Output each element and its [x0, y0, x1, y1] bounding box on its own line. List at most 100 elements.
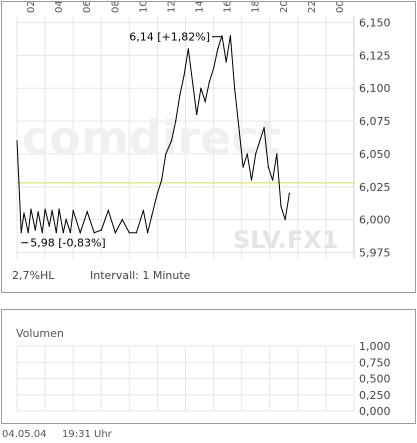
price-point — [41, 232, 43, 234]
x-tick-label: 06 — [82, 2, 93, 13]
volume-y-tick-label: 0,250 — [359, 389, 391, 402]
price-point — [51, 209, 53, 211]
price-point — [135, 232, 137, 234]
volume-grid — [16, 345, 355, 412]
watermark-text: comdirect — [22, 111, 281, 165]
price-point — [72, 209, 74, 211]
price-point — [161, 179, 163, 181]
symbol-watermark: SLV.FX1 — [233, 226, 338, 254]
price-point — [165, 153, 167, 155]
price-point — [65, 219, 67, 221]
price-point — [30, 208, 32, 210]
price-point — [250, 179, 253, 181]
price-point — [196, 113, 198, 116]
price-point — [229, 35, 231, 37]
x-tick-label: 16 — [223, 2, 234, 13]
price-chart-panel: comdirect SLV.FX1 6,14 [+1,82%] 5,98 [-0,8… — [1, 1, 416, 293]
price-point — [263, 127, 265, 129]
price-point — [44, 208, 46, 210]
volume-y-tick-label: 0,500 — [359, 373, 391, 386]
price-chart: comdirect SLV.FX1 6,14 [+1,82%] 5,98 [-0,8… — [16, 2, 391, 260]
price-point — [93, 232, 95, 234]
x-tick-label: 18 — [251, 2, 262, 13]
price-line-group — [16, 35, 290, 235]
price-point — [62, 232, 64, 234]
x-tick-label: 10 — [138, 2, 149, 13]
price-point — [58, 208, 60, 210]
price-point — [288, 192, 290, 194]
price-grid — [16, 16, 355, 259]
x-tick-label: 14 — [195, 2, 206, 13]
price-point — [20, 232, 22, 234]
price-point — [179, 94, 181, 96]
price-point — [37, 211, 39, 213]
x-tick-label: 20 — [279, 2, 290, 13]
price-point — [225, 61, 227, 63]
price-point — [55, 232, 57, 234]
price-point — [272, 179, 274, 181]
price-point — [200, 87, 202, 89]
x-tick-label: 12 — [166, 2, 177, 13]
watermark-group: comdirect SLV.FX1 — [22, 111, 338, 254]
y-tick-label: 6,125 — [359, 49, 391, 62]
price-point — [242, 166, 244, 168]
volume-chart: 1,000 0,750 0,500 0,250 0,000 Volumen — [16, 327, 391, 418]
price-point — [27, 232, 29, 234]
price-point — [280, 205, 282, 208]
price-point — [16, 140, 18, 142]
high-label: 6,14 [+1,82%] — [129, 31, 210, 44]
price-point — [142, 209, 144, 211]
price-point — [221, 35, 223, 37]
price-point — [156, 192, 158, 194]
price-point — [267, 166, 269, 168]
y-tick-label: 6,100 — [359, 82, 391, 95]
price-point — [238, 127, 240, 129]
price-point — [34, 229, 36, 231]
y-tick-labels: 6,150 6,125 6,100 6,075 6,050 6,025 6,000 5,975 — [359, 17, 391, 260]
range-label: 2,7%HL — [12, 269, 55, 282]
volume-y-tick-labels: 1,000 0,750 0,500 0,250 0,000 — [359, 340, 391, 418]
price-point — [284, 219, 286, 221]
x-tick-label: 08 — [110, 2, 121, 13]
y-tick-label: 5,975 — [359, 246, 391, 259]
x-tick-labels: 02 04 06 08 10 12 14 16 18 20 22 00 — [26, 2, 346, 13]
price-point — [175, 120, 177, 122]
price-point — [213, 67, 215, 70]
annotation-group: 6,14 [+1,82%] 5,98 [-0,83%] — [21, 31, 223, 250]
price-point — [259, 140, 261, 142]
price-point — [69, 232, 71, 234]
price-point — [23, 212, 25, 214]
y-tick-label: 6,050 — [359, 148, 391, 161]
price-point — [107, 209, 109, 211]
y-tick-label: 6,075 — [359, 115, 391, 128]
price-point — [183, 74, 185, 76]
price-point — [187, 48, 189, 50]
price-point — [204, 100, 206, 102]
price-point — [234, 87, 236, 89]
price-point — [79, 232, 81, 234]
footer-date: 04.05.04 — [2, 429, 47, 440]
price-point — [255, 153, 257, 155]
y-tick-label: 6,025 — [359, 181, 391, 194]
price-point — [147, 232, 149, 234]
footer-time: 19:31 Uhr — [62, 429, 112, 440]
low-label: 5,98 [-0,83%] — [30, 237, 106, 250]
x-tick-label: 04 — [54, 2, 65, 13]
volume-chart-panel: 1,000 0,750 0,500 0,250 0,000 Volumen — [1, 309, 416, 424]
price-point — [246, 153, 248, 155]
price-point — [86, 211, 88, 213]
price-point — [121, 219, 123, 221]
x-tick-label: 22 — [307, 2, 318, 13]
price-point — [191, 81, 194, 83]
y-tick-label: 6,150 — [359, 17, 391, 30]
price-point — [217, 48, 219, 50]
interval-label: Intervall: 1 Minute — [90, 269, 191, 282]
y-tick-label: 6,000 — [359, 214, 391, 227]
price-point — [151, 215, 153, 217]
price-point — [100, 229, 102, 231]
volume-y-tick-label: 0,750 — [359, 356, 391, 369]
price-point — [128, 232, 130, 234]
price-point — [48, 225, 50, 227]
x-tick-label: 00 — [335, 2, 346, 13]
x-tick-label: 02 — [26, 2, 37, 13]
